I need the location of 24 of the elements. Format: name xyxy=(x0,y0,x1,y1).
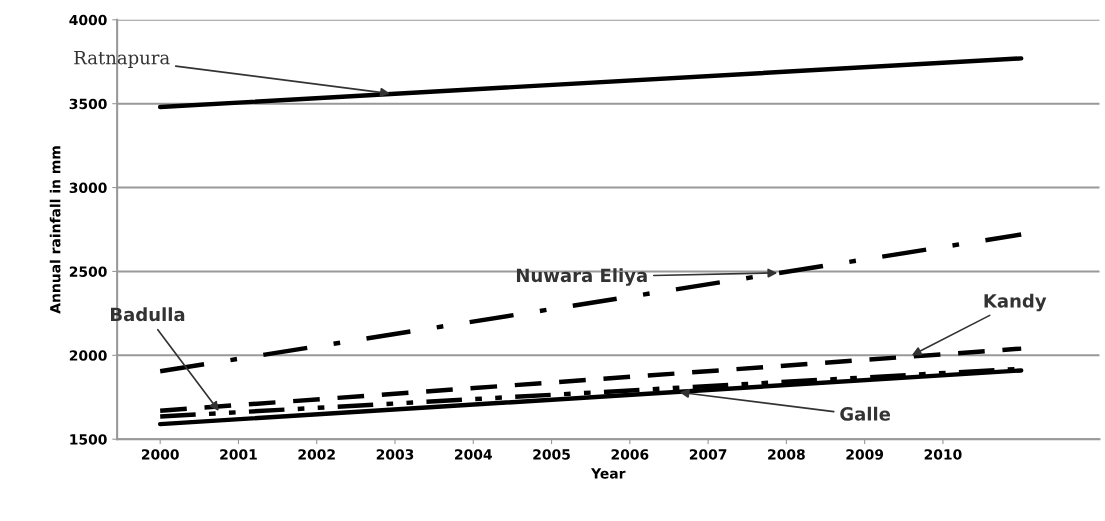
x-tick-label: 2002 xyxy=(298,449,335,460)
x-tick-label: 2010 xyxy=(924,449,962,460)
y-tick-label: 3000 xyxy=(69,182,107,194)
y-tick-label: 4000 xyxy=(69,14,107,26)
x-tick-label: 2005 xyxy=(533,449,570,460)
text: Ratnapura xyxy=(74,50,170,68)
y-axis-title: Annual rainfall in mm xyxy=(49,146,61,314)
y-tick-label: 1500 xyxy=(70,434,107,445)
series-label: Nuwara Eliya xyxy=(516,268,647,286)
x-tick-label: 2000 xyxy=(141,449,179,460)
y-tick-label: 2000 xyxy=(69,350,107,361)
text: Badulla xyxy=(111,307,185,322)
y-tick-label: 3500 xyxy=(69,98,107,110)
x-tick-label: 2001 xyxy=(220,449,257,460)
x-tick-label: 2006 xyxy=(611,449,649,460)
x-tick-label: 2008 xyxy=(768,449,805,460)
x-tick-label: 2007 xyxy=(689,449,727,460)
text: Kandy xyxy=(984,293,1047,312)
x-tick-label: 2003 xyxy=(376,449,414,460)
y-tick-label: 2500 xyxy=(69,266,107,277)
x-tick-label: 2004 xyxy=(455,449,492,460)
x-axis-title: Year xyxy=(590,468,626,479)
x-tick-label: 2009 xyxy=(846,449,884,460)
series-label: Galle xyxy=(840,406,891,421)
